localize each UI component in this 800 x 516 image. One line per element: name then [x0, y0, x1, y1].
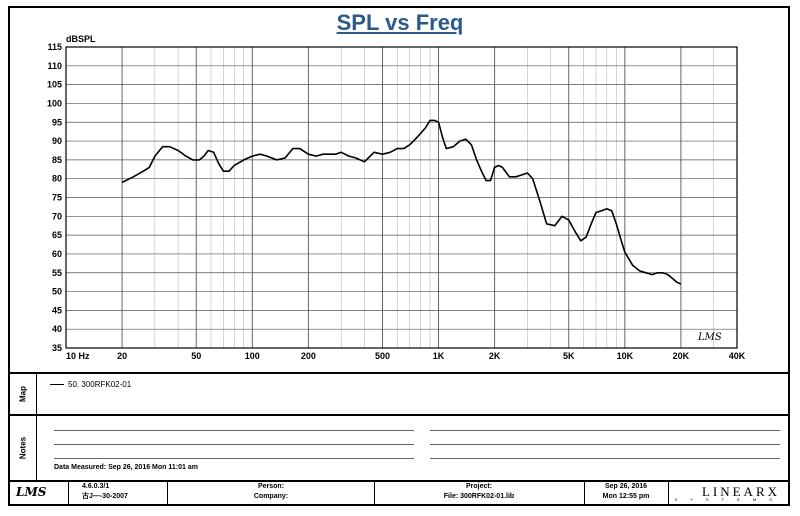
spl-chart: 35 40 45 50 55 60 65 70 75 80 85 90 95 100 105 110 115 10…: [47, 34, 746, 361]
note-line: [54, 444, 414, 445]
linearx-brand-sub: S Y S T E M S: [674, 497, 778, 502]
y-tick-label: 65: [52, 230, 62, 240]
version-code: 古J—-30-2007: [82, 493, 128, 500]
x-tick-label: 10 Hz: [66, 351, 90, 361]
map-side-label: Map: [10, 374, 37, 414]
y-tick-label: 105: [47, 80, 62, 90]
y-tick-label: 75: [52, 193, 62, 203]
y-tick-label: 110: [47, 61, 62, 71]
footer-project-cell: Project: File: 300RFK02-01.lib: [374, 482, 585, 504]
series-line: [121, 119, 682, 285]
person-label: Person:: [257, 483, 285, 490]
file-label: File: 300RFK02-01.lib: [443, 493, 515, 500]
chart-frame: [8, 6, 790, 506]
linearx-brand: LINEARX: [701, 484, 780, 499]
footer-time: Mon 12:55 pm: [602, 493, 650, 500]
lms-watermark: LMS: [697, 332, 722, 343]
tick-labels: 35 40 45 50 55 60 65 70 75 80 85 90 95 100 105 110 115 10…: [47, 42, 746, 361]
x-tick-label: 10K: [617, 351, 634, 361]
note-line: [54, 458, 414, 459]
y-tick-label: 95: [52, 117, 62, 127]
x-tick-label: 100: [245, 351, 260, 361]
version: 4.6.0.3/1: [82, 483, 110, 490]
x-tick-label: 40K: [729, 351, 746, 361]
y-tick-label: 55: [52, 268, 62, 278]
notes-side-label: Notes: [10, 416, 37, 480]
y-tick-label: 70: [52, 211, 62, 221]
y-tick-label: 80: [52, 174, 62, 184]
chart-title: SPL vs Freq: [336, 10, 464, 35]
note-line: [430, 458, 780, 459]
lms-logo: LMS: [16, 485, 47, 499]
footer: LMS 4.6.0.3/1 古J—-30-2007 Person: Compan…: [10, 480, 788, 504]
x-tick-label: 1K: [433, 351, 445, 361]
x-tick-label: 50: [191, 351, 201, 361]
date-measured: Data Measured: Sep 26, 2016 Mon 11:01 am: [54, 464, 198, 471]
map-section: Map 50. 300RFK02-01: [10, 372, 788, 414]
footer-date: Sep 26, 2016: [604, 483, 648, 490]
legend-entry: 50. 300RFK02-01: [68, 380, 132, 389]
y-tick-label: 115: [47, 42, 62, 52]
company-label: Company:: [253, 493, 289, 500]
y-tick-label: 40: [52, 324, 62, 334]
y-tick-label: 45: [52, 305, 62, 315]
y-tick-label: 60: [52, 249, 62, 259]
y-tick-label: 50: [52, 287, 62, 297]
footer-version-cell: 4.6.0.3/1 古J—-30-2007: [68, 482, 168, 504]
y-axis-label: dBSPL: [66, 34, 96, 44]
legend: 50. 300RFK02-01: [50, 380, 131, 389]
note-line: [430, 430, 780, 431]
y-tick-label: 85: [52, 155, 62, 165]
x-tick-label: 200: [301, 351, 316, 361]
y-tick-label: 90: [52, 136, 62, 146]
plot-border: [65, 46, 738, 349]
y-tick-label: 35: [52, 343, 62, 353]
x-tick-label: 20: [117, 351, 127, 361]
notes-section: Notes Data Measured: Sep 26, 2016 Mon 11…: [10, 414, 788, 480]
footer-logo-cell: LMS: [10, 482, 69, 504]
x-tick-label: 500: [375, 351, 390, 361]
footer-person-cell: Person: Company:: [168, 482, 375, 504]
footer-date-cell: Sep 26, 2016 Mon 12:55 pm: [584, 482, 669, 504]
x-tick-label: 2K: [489, 351, 501, 361]
note-line: [54, 430, 414, 431]
x-tick-label: 5K: [563, 351, 575, 361]
legend-swatch: [50, 384, 64, 385]
y-tick-label: 100: [47, 98, 62, 108]
note-line: [430, 444, 780, 445]
project-label: Project:: [465, 483, 493, 490]
grid: [65, 46, 738, 349]
x-tick-label: 20K: [673, 351, 690, 361]
